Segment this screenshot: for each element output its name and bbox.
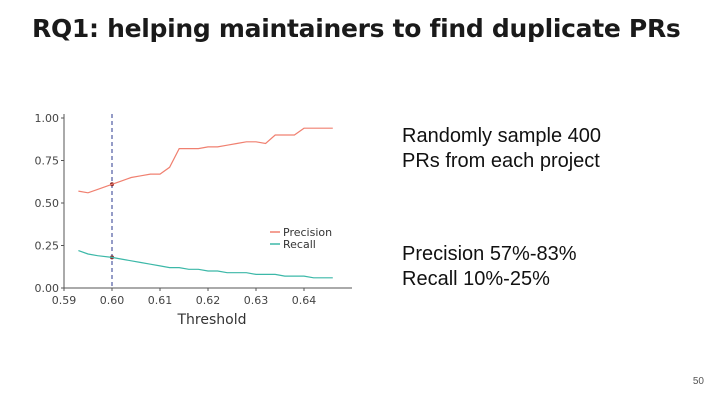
x-tick-label: 0.61 (148, 294, 173, 307)
page-number: 50 (692, 376, 704, 387)
threshold-marker-group (110, 114, 114, 288)
legend-label-recall: Recall (283, 238, 316, 251)
bullet-results: Precision 57%-83% Recall 10%-25% (402, 242, 577, 292)
y-tick-label: 0.75 (35, 155, 60, 168)
x-tick-label: 0.64 (292, 294, 317, 307)
y-tick-label: 0.50 (35, 197, 60, 210)
bullet-results-precision: Precision 57%-83% (402, 243, 577, 265)
bullet-sampling-line-1: Randomly sample 400 (402, 125, 601, 147)
x-axis-label: Threshold (177, 312, 247, 328)
x-tick-label: 0.60 (100, 294, 125, 307)
y-tick-label: 0.00 (35, 282, 60, 295)
x-tick-label: 0.62 (196, 294, 221, 307)
slide-title: RQ1: helping maintainers to find duplica… (32, 14, 681, 43)
x-tick-label: 0.63 (244, 294, 269, 307)
y-tick-label: 1.00 (35, 112, 60, 125)
y-axis: 0.00 0.25 0.50 0.75 1.00 (35, 112, 65, 295)
legend-label-precision: Precision (283, 226, 332, 239)
y-tick-label: 0.25 (35, 240, 60, 253)
series-line-precision (78, 127, 333, 194)
series-line-recall (78, 250, 333, 279)
bullet-sampling: Randomly sample 400 PRs from each projec… (402, 124, 601, 174)
bullet-results-recall: Recall 10%-25% (402, 268, 550, 290)
series-group (78, 127, 333, 279)
bullet-sampling-line-2: PRs from each project (402, 150, 600, 172)
x-axis: 0.59 0.60 0.61 0.62 0.63 0.64 (52, 287, 352, 307)
x-tick-label: 0.59 (52, 294, 77, 307)
